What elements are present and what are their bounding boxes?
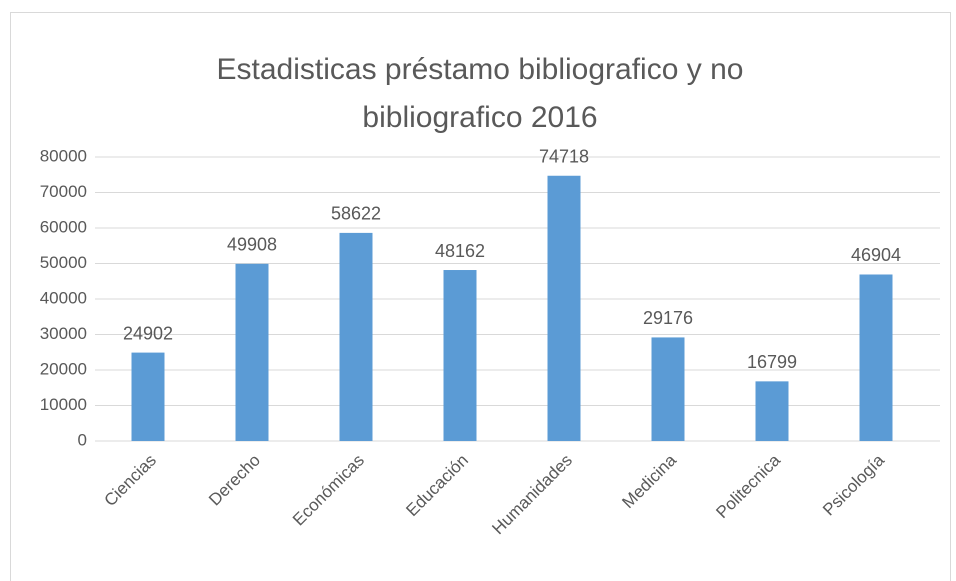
bar bbox=[443, 270, 477, 441]
x-tick-label: Psicología bbox=[819, 450, 888, 519]
data-label: 16799 bbox=[747, 352, 797, 372]
bar bbox=[651, 337, 685, 441]
data-label: 24902 bbox=[123, 323, 173, 343]
y-tick-label: 50000 bbox=[40, 253, 87, 272]
y-tick-label: 10000 bbox=[40, 395, 87, 414]
y-tick-label: 60000 bbox=[40, 217, 87, 236]
bar bbox=[339, 232, 373, 441]
x-tick-label: Derecho bbox=[205, 451, 264, 510]
y-tick-label: 0 bbox=[78, 430, 87, 449]
chart-title: Estadisticas préstamo bibliografico y no… bbox=[216, 53, 744, 134]
x-tick-label: Ciencias bbox=[100, 451, 160, 511]
x-tick-label: Humanidades bbox=[488, 451, 576, 539]
data-label: 49908 bbox=[227, 235, 277, 255]
y-tick-label: 80000 bbox=[40, 146, 87, 165]
bar bbox=[547, 175, 581, 441]
data-label: 74718 bbox=[539, 147, 589, 167]
x-tick-label: Politecnica bbox=[712, 450, 784, 522]
data-label: 46904 bbox=[851, 245, 901, 265]
data-label: 58622 bbox=[331, 204, 381, 224]
x-tick-label: Educación bbox=[402, 451, 472, 521]
bar bbox=[755, 381, 789, 441]
y-tick-label: 40000 bbox=[40, 288, 87, 307]
data-label: 48162 bbox=[435, 241, 485, 261]
chart-border bbox=[10, 12, 951, 581]
data-label: 29176 bbox=[643, 308, 693, 328]
y-tick-label: 30000 bbox=[40, 324, 87, 343]
bar bbox=[131, 352, 165, 441]
y-tick-label: 70000 bbox=[40, 182, 87, 201]
y-tick-label: 20000 bbox=[40, 359, 87, 378]
bar bbox=[859, 274, 893, 441]
bar bbox=[235, 263, 269, 441]
x-tick-label: Medicina bbox=[618, 450, 680, 512]
x-tick-label: Económicas bbox=[289, 451, 368, 530]
